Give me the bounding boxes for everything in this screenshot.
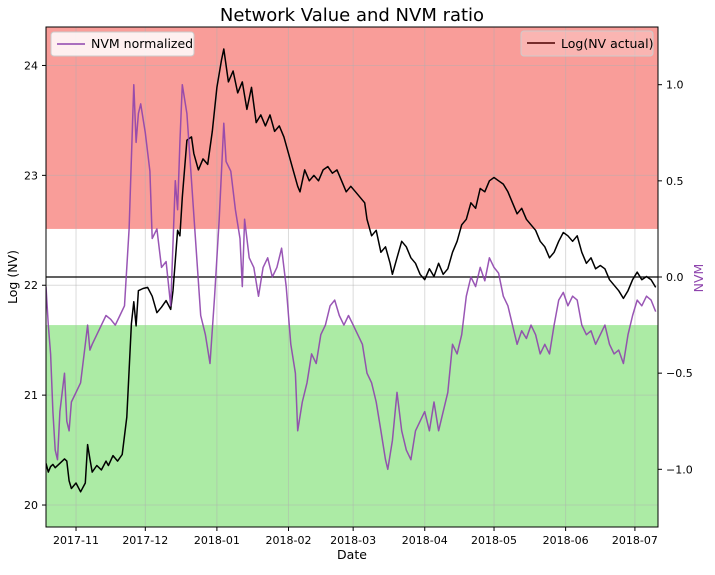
series-layer	[46, 48, 658, 493]
chart-title: Network Value and NVM ratio	[220, 5, 484, 26]
series-line-nvm-normalized	[46, 83, 657, 471]
legend-nvm-label: NVM normalized	[91, 36, 193, 51]
legend-nvm-box	[50, 31, 195, 57]
y-left-tick-label: 23	[24, 169, 38, 182]
legend-nv-label: Log(NV actual)	[561, 36, 653, 51]
y-axis-right-label: NVM	[691, 264, 706, 293]
x-tick-label: 2017-11	[53, 534, 99, 547]
y-left-tick-label: 21	[24, 389, 38, 402]
x-axis-label: Date	[337, 547, 367, 562]
band-overvalued	[46, 27, 658, 229]
x-tick-label: 2018-02	[266, 534, 312, 547]
x-tick-label: 2018-06	[543, 534, 589, 547]
y-left-tick-label: 20	[24, 499, 38, 512]
x-tick-label: 2018-03	[330, 534, 376, 547]
y-right-tick-label: 1.0	[666, 79, 684, 92]
x-tick-label: 2017-12	[122, 534, 168, 547]
y-right-tick-label: −1.0	[666, 463, 693, 476]
ticks-layer: 2017-11 2017-12 2018-01 2018-02 2018-03 2018-…	[24, 59, 693, 547]
legend-nvm: NVM normalized	[50, 31, 195, 57]
x-tick-label: 2018-04	[402, 534, 448, 547]
legend-nv-box	[520, 30, 654, 57]
y-right-tick-label: −0.5	[666, 367, 693, 380]
bands-layer	[46, 27, 658, 527]
y-axis-left-label: Log (NV)	[5, 250, 20, 304]
y-left-tick-label: 22	[24, 279, 38, 292]
y-right-tick-label: 0.5	[666, 175, 684, 188]
y-left-tick-label: 24	[24, 59, 38, 72]
x-tick-label: 2018-07	[612, 534, 658, 547]
x-tick-label: 2018-05	[471, 534, 517, 547]
band-undervalued	[46, 325, 658, 527]
legend-nv: Log(NV actual)	[520, 30, 654, 57]
y-right-tick-label: 0.0	[666, 271, 684, 284]
series-line-nv-actual	[46, 48, 657, 493]
x-tick-label: 2018-01	[194, 534, 240, 547]
